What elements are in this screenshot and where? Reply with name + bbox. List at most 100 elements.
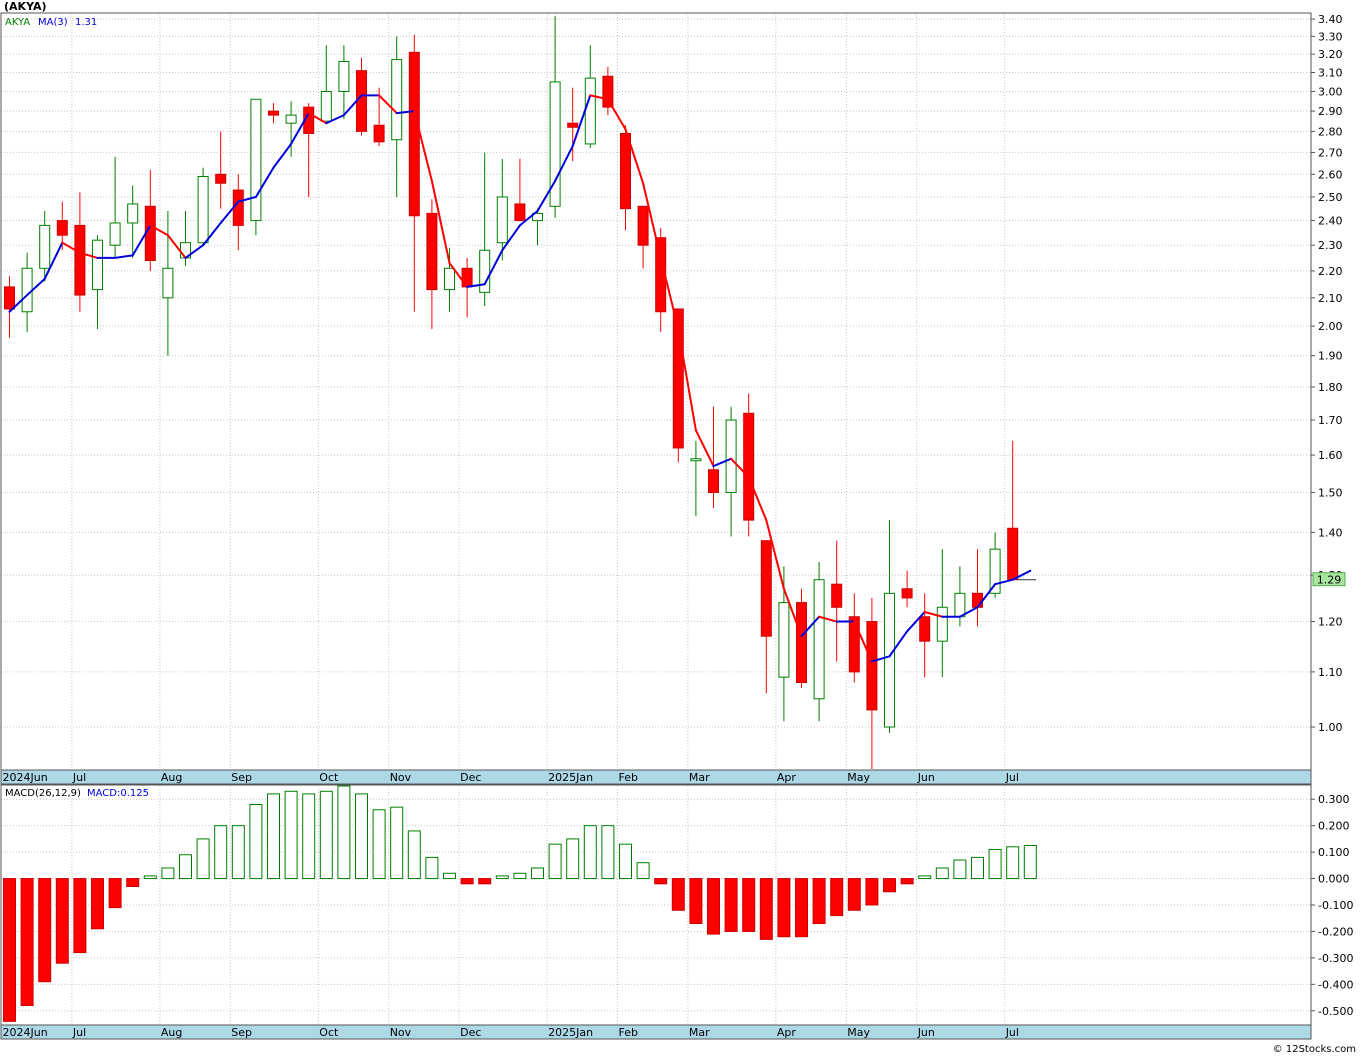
macd-bar [759, 878, 773, 940]
price-tick-label: 2.80 [1318, 125, 1343, 138]
candle [848, 593, 860, 683]
month-label: Mar [689, 771, 710, 784]
ma-segment [8, 294, 29, 313]
ma-segment [254, 166, 275, 198]
ma-segment [536, 179, 557, 213]
price-tick-label: 2.30 [1318, 239, 1343, 252]
candle-body [144, 205, 156, 261]
price-tick-label: 1.90 [1318, 350, 1343, 363]
candle [109, 156, 121, 258]
ma-segment [765, 519, 785, 590]
candle [813, 562, 825, 722]
candle-body [320, 90, 332, 122]
macd-bar [671, 878, 685, 911]
candle-body [426, 212, 438, 291]
macd-bar [267, 793, 280, 880]
ma-segment [923, 610, 944, 618]
macd-bars [3, 785, 1037, 1022]
price-tick-label: 3.10 [1318, 67, 1343, 80]
candle-body [514, 203, 526, 222]
month-label: Oct [319, 771, 339, 784]
price-tick-label: 1.20 [1318, 616, 1343, 629]
candle-body [919, 616, 931, 642]
month-label: Jun [917, 1026, 935, 1039]
macd-tick-label: 0.300 [1318, 793, 1350, 806]
candle-body [743, 412, 755, 521]
candle-body [989, 548, 1001, 594]
candle [479, 152, 491, 307]
candle [391, 36, 403, 197]
macd-bar [900, 878, 914, 885]
ma-segment [606, 98, 627, 131]
ma-segment [1011, 569, 1032, 581]
candle [778, 566, 790, 722]
ma-segment [782, 587, 803, 638]
ma-segment [78, 251, 99, 259]
candle-body [285, 114, 297, 124]
macd-axis: 0.300 0.200 0.100 0.000 -0.100 -0.200 -0.300 -0… [1311, 793, 1353, 1018]
candle [831, 540, 843, 662]
price-tick-label: 2.90 [1318, 105, 1343, 118]
month-label: Jul [1005, 771, 1019, 784]
candle-body [496, 196, 508, 244]
candle [39, 211, 51, 282]
ma-segment [114, 254, 134, 259]
candle-body [602, 75, 614, 108]
candle-body [848, 616, 860, 673]
candle-body [725, 419, 737, 493]
macd-bar [742, 878, 756, 932]
candle-body [936, 606, 948, 642]
candle-body [39, 224, 51, 269]
ma-segment [149, 224, 169, 237]
macd-bar [883, 878, 896, 893]
ma-segment [325, 114, 345, 125]
month-label: Nov [390, 771, 412, 784]
candle-body [954, 592, 966, 618]
month-label: Sep [231, 1026, 252, 1039]
month-label: Dec [460, 1026, 481, 1039]
candle-body [444, 267, 455, 291]
candle-body [637, 205, 649, 246]
month-label: Apr [777, 1026, 797, 1039]
candle-body [92, 239, 103, 291]
macd-bar [372, 809, 386, 880]
month-label: Jul [72, 1026, 86, 1039]
ma-segment [870, 655, 891, 663]
ma-segment [853, 620, 873, 663]
candle [690, 440, 702, 517]
legend-symbol: AKYA [5, 17, 30, 28]
price-tick-label: 1.50 [1318, 486, 1343, 499]
price-tick-label: 3.30 [1318, 30, 1343, 43]
candle-body [690, 458, 702, 462]
month-label: Oct [319, 1026, 339, 1039]
macd-bar [407, 830, 421, 880]
ma-segment [430, 179, 451, 265]
ma-segment [818, 615, 838, 623]
ma-segment [589, 94, 609, 101]
candle [127, 185, 139, 258]
macd-bar [812, 878, 826, 925]
candle-body [197, 175, 209, 244]
macd-bar [425, 856, 439, 880]
candle-body [408, 51, 420, 217]
candle-body [215, 173, 227, 184]
macd-bar [1023, 845, 1037, 880]
month-label: Aug [161, 771, 182, 784]
candle-body [109, 222, 121, 246]
price-tick-label: 2.10 [1318, 292, 1343, 305]
chart-title: (AKYA) [4, 0, 47, 13]
legend-ma-value: 1.31 [75, 17, 97, 28]
macd-month-labels: 2024Jun Jul Aug Sep Oct Nov Dec 2025Jan Feb Mar Ap… [3, 1026, 1019, 1039]
macd-bar [971, 856, 984, 880]
macd-bar [724, 878, 738, 932]
ma-segment [202, 221, 222, 247]
candle-body [584, 77, 596, 145]
macd-bar [777, 878, 791, 938]
month-label: Mar [689, 1026, 710, 1039]
price-tick-label: 2.60 [1318, 168, 1343, 181]
macd-bar [302, 793, 316, 880]
price-grid [1, 14, 1311, 769]
ma-line [8, 94, 1032, 663]
macd-bar [443, 872, 456, 880]
macd-bar [847, 878, 861, 911]
